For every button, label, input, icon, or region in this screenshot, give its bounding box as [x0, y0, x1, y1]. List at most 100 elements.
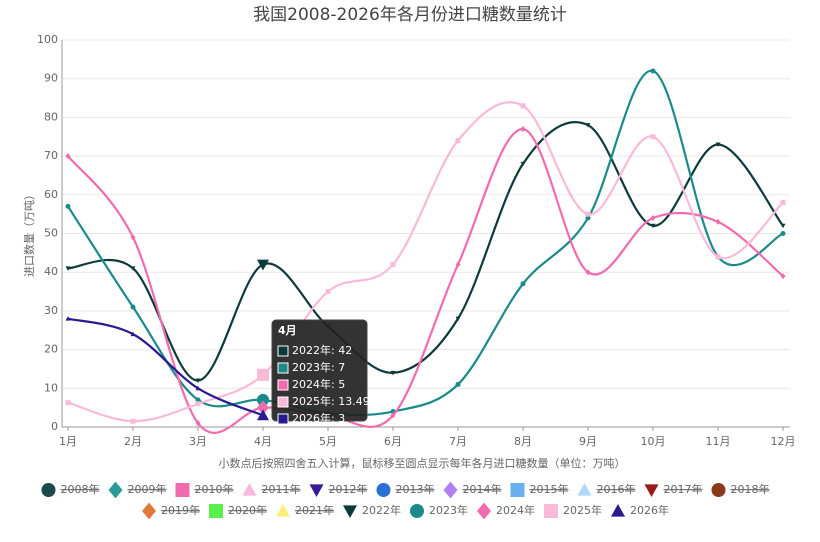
data-point	[130, 266, 136, 271]
data-point	[195, 385, 201, 391]
x-tick-label: 4月	[254, 435, 272, 448]
data-point	[455, 316, 461, 322]
legend-marker	[410, 504, 424, 518]
legend-item: 2010年	[175, 482, 234, 497]
data-point	[780, 231, 786, 236]
legend-label: 2011年	[262, 482, 301, 496]
series-line	[67, 317, 264, 417]
tooltip: 4月 2022年: 42 2023年: 7 2024年: 5 2025年: 13.49 2…	[271, 319, 370, 425]
x-tick-label: 8月	[514, 435, 532, 448]
x-note: 小数点后按照四舍五入计算，鼠标移至圆点显示每年各月进口糖数量（单位：万吨）	[219, 456, 626, 470]
legend-item: 2026年	[611, 503, 669, 517]
legend-label: 2023年	[429, 503, 468, 517]
data-point	[585, 215, 591, 221]
y-tick-label: 100	[37, 33, 58, 46]
data-point	[455, 381, 461, 387]
legend-marker	[711, 483, 726, 497]
legend-label: 2017年	[664, 482, 703, 496]
x-tick-label: 11月	[706, 435, 731, 448]
data-point	[130, 418, 136, 424]
legend-marker	[343, 505, 357, 518]
legend-label: 2009年	[128, 482, 167, 496]
tooltip-line: 2023年: 7	[292, 360, 345, 374]
data-point	[195, 378, 201, 384]
legend-marker	[577, 483, 592, 496]
data-point	[585, 211, 591, 217]
y-tick-label: 20	[44, 343, 58, 356]
legend-item: 2012年	[309, 482, 368, 497]
data-point	[195, 401, 201, 407]
x-tick-label: 5月	[319, 435, 337, 448]
tooltip-swatch	[277, 396, 289, 408]
legend-marker	[242, 483, 257, 496]
legend-marker	[477, 502, 491, 520]
legend-item: 2009年	[108, 481, 167, 499]
data-point	[650, 134, 656, 140]
data-point	[257, 368, 269, 381]
data-point	[520, 126, 526, 133]
data-point	[65, 400, 71, 406]
legend-item: 2021年	[276, 503, 334, 517]
data-point	[65, 203, 71, 209]
data-point	[585, 269, 591, 276]
legend-marker	[108, 481, 123, 499]
data-point	[780, 223, 786, 229]
y-tick-label: 90	[44, 72, 58, 85]
x-tick-label: 2月	[124, 435, 142, 448]
data-point	[650, 223, 656, 229]
tooltip-title: 4月	[278, 324, 297, 337]
data-point	[325, 289, 331, 295]
legend-marker	[376, 483, 391, 497]
data-point	[585, 123, 591, 128]
data-point	[257, 393, 269, 406]
tooltip-box	[271, 319, 368, 422]
y-tick-label: 70	[44, 149, 58, 162]
data-point	[195, 420, 201, 427]
x-tick-label: 1月	[59, 435, 77, 448]
legend-label: 2014年	[463, 482, 502, 496]
x-tick-label: 3月	[189, 435, 207, 448]
x-tick-label: 12月	[771, 435, 796, 448]
legend-label: 2021年	[295, 503, 334, 517]
legend-label: 2019年	[161, 503, 200, 517]
legend-item: 2011年	[242, 482, 301, 496]
data-point	[715, 254, 721, 260]
legend-marker	[611, 504, 625, 517]
data-point	[715, 142, 721, 147]
legend-item: 2008年	[41, 482, 100, 497]
legend-label: 2022年	[362, 503, 401, 517]
legend-marker	[644, 484, 659, 497]
legend-item: 2016年	[577, 482, 636, 496]
data-point	[455, 261, 461, 268]
data-point	[195, 397, 201, 403]
x-tick-label: 10月	[641, 435, 666, 448]
y-axis-label: 进口数量（万吨）	[23, 189, 36, 277]
legend-marker	[41, 483, 56, 497]
tooltip-swatch	[277, 379, 289, 391]
tooltip-line: 2024年: 5	[292, 377, 345, 391]
legend-marker	[209, 504, 223, 518]
data-point	[65, 153, 71, 160]
legend-marker	[276, 504, 290, 517]
series-line	[67, 121, 784, 382]
data-point	[715, 218, 721, 225]
data-point	[130, 304, 136, 310]
series-line	[67, 69, 784, 417]
tooltip-line: 2025年: 13.49	[292, 394, 370, 408]
data-point	[780, 273, 786, 280]
legend-item: 2015年	[510, 482, 569, 497]
legend-marker	[510, 483, 525, 497]
legend-item: 2025年	[544, 503, 602, 518]
series-line	[67, 127, 784, 434]
legend-label: 2012年	[329, 482, 368, 496]
legend-item: 2024年	[477, 502, 535, 520]
data-point	[257, 400, 269, 415]
y-tick-label: 40	[44, 265, 58, 278]
legend-marker	[443, 481, 458, 499]
legend-label: 2015年	[530, 482, 569, 496]
tooltip-swatch	[277, 413, 289, 425]
legend-label: 2013年	[396, 482, 435, 496]
legend-item: 2023年	[410, 503, 468, 518]
data-point	[130, 331, 136, 337]
x-tick-label: 9月	[579, 435, 597, 448]
